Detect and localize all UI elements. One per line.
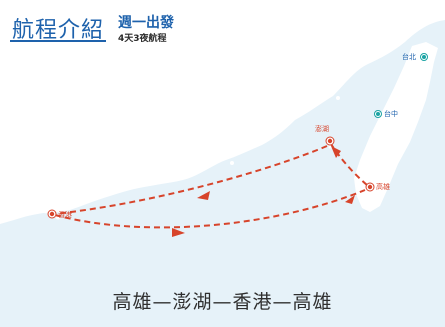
label-kaohsiung: 高雄 <box>376 183 390 191</box>
title-underline <box>10 40 106 42</box>
label-hongkong: 香港 <box>58 211 72 219</box>
arrowhead-to-penghu <box>331 146 341 158</box>
duration-label: 4天3夜航程 <box>118 34 167 44</box>
marker-penghu <box>325 136 335 146</box>
marker-hongkong <box>47 209 57 219</box>
marker-kaohsiung <box>365 182 375 192</box>
label-taichung: 台中 <box>384 110 398 118</box>
taiwan-island <box>354 42 438 212</box>
penghu-island <box>328 145 332 149</box>
label-penghu: 澎湖 <box>315 125 329 133</box>
coastal-island <box>230 161 234 165</box>
itinerary-title: 航程介紹 <box>12 18 105 43</box>
route-penghu-to-hongkong <box>54 145 328 215</box>
marker-taipei <box>420 53 428 61</box>
departure-label: 週一出發 <box>118 15 174 31</box>
arrowhead-to-kaohsiung <box>345 195 355 204</box>
coastal-island <box>336 96 340 100</box>
mainland-landmass <box>0 0 445 224</box>
arrowhead-eastbound <box>172 228 185 237</box>
arrowhead-westbound <box>197 191 210 200</box>
route-caption: 高雄—澎湖—香港—高雄 <box>112 291 333 313</box>
label-taipei: 台北 <box>402 53 416 61</box>
marker-taichung <box>374 110 382 118</box>
